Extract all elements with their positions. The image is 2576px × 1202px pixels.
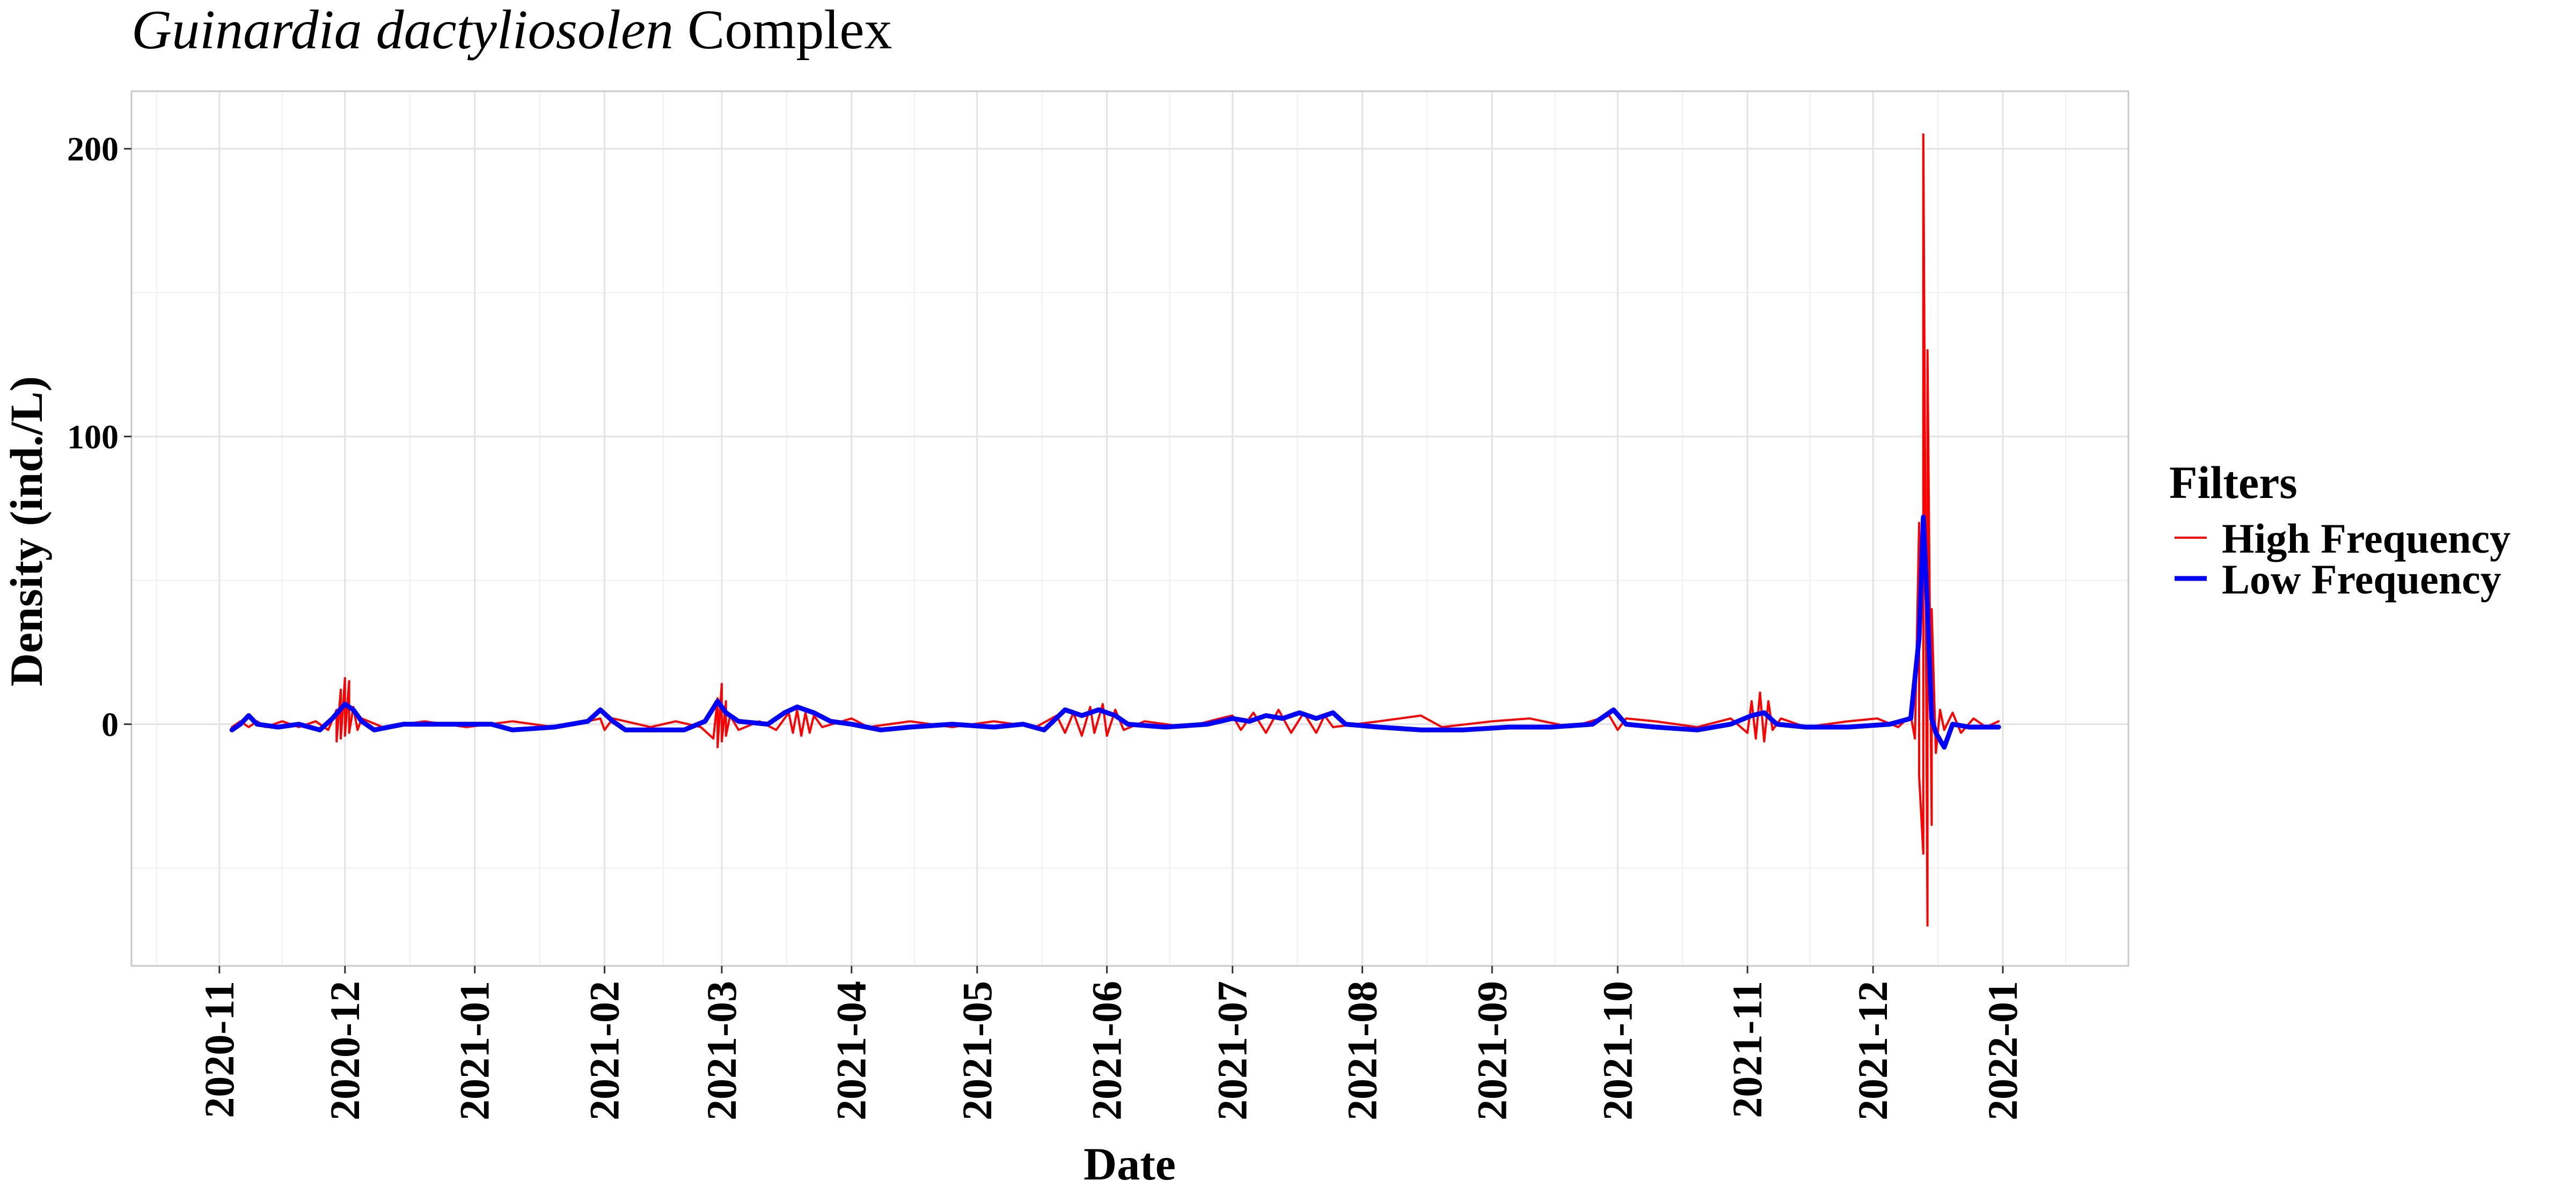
grid-minor — [131, 91, 2128, 966]
y-tick-label: 100 — [67, 417, 119, 456]
y-tick-label: 0 — [101, 706, 119, 744]
x-tick-label: 2021-10 — [1594, 981, 1641, 1120]
x-axis: 2020-11 2020-12 2021-01 2021-02 2021-03 2021-… — [196, 966, 2026, 1120]
x-tick-label: 2021-09 — [1468, 981, 1515, 1120]
chart-title-regular: Complex — [674, 0, 892, 61]
chart-title: Guinardia dactyliosolen Complex — [131, 0, 892, 61]
x-tick-label: 2021-01 — [451, 981, 498, 1120]
x-tick-label: 2021-06 — [1084, 981, 1130, 1120]
x-tick-label: 2020-11 — [196, 981, 243, 1118]
x-tick-label: 2021-11 — [1724, 981, 1770, 1118]
series-line-high-frequency — [231, 133, 2000, 927]
y-axis: 0 100 200 — [67, 130, 131, 744]
chart-title-italic: Guinardia dactyliosolen — [131, 0, 674, 61]
grid-major — [131, 91, 2128, 966]
legend-label-low-frequency: Low Frequency — [2222, 556, 2501, 603]
x-tick-label: 2020-12 — [321, 981, 368, 1120]
x-tick-label: 2021-03 — [698, 981, 745, 1120]
series-layer — [229, 133, 2001, 927]
x-tick-label: 2021-04 — [828, 981, 875, 1120]
legend: Filters High Frequency Low Frequency — [2169, 457, 2511, 603]
x-tick-label: 2021-08 — [1338, 981, 1385, 1120]
x-tick-label: 2022-01 — [1979, 981, 2026, 1120]
series-line-low-frequency — [229, 515, 2001, 750]
legend-label-high-frequency: High Frequency — [2222, 515, 2511, 562]
x-tick-label: 2021-02 — [581, 981, 627, 1120]
y-tick-label: 200 — [67, 130, 119, 168]
x-tick-label: 2021-12 — [1849, 981, 1896, 1120]
panel-border — [130, 90, 2129, 967]
x-tick-label: 2021-05 — [954, 981, 1000, 1120]
x-tick-label: 2021-07 — [1209, 981, 1256, 1120]
legend-title: Filters — [2169, 457, 2297, 508]
y-axis-title: Density (ind./L) — [1, 376, 52, 686]
x-axis-title: Date — [1084, 1138, 1176, 1190]
